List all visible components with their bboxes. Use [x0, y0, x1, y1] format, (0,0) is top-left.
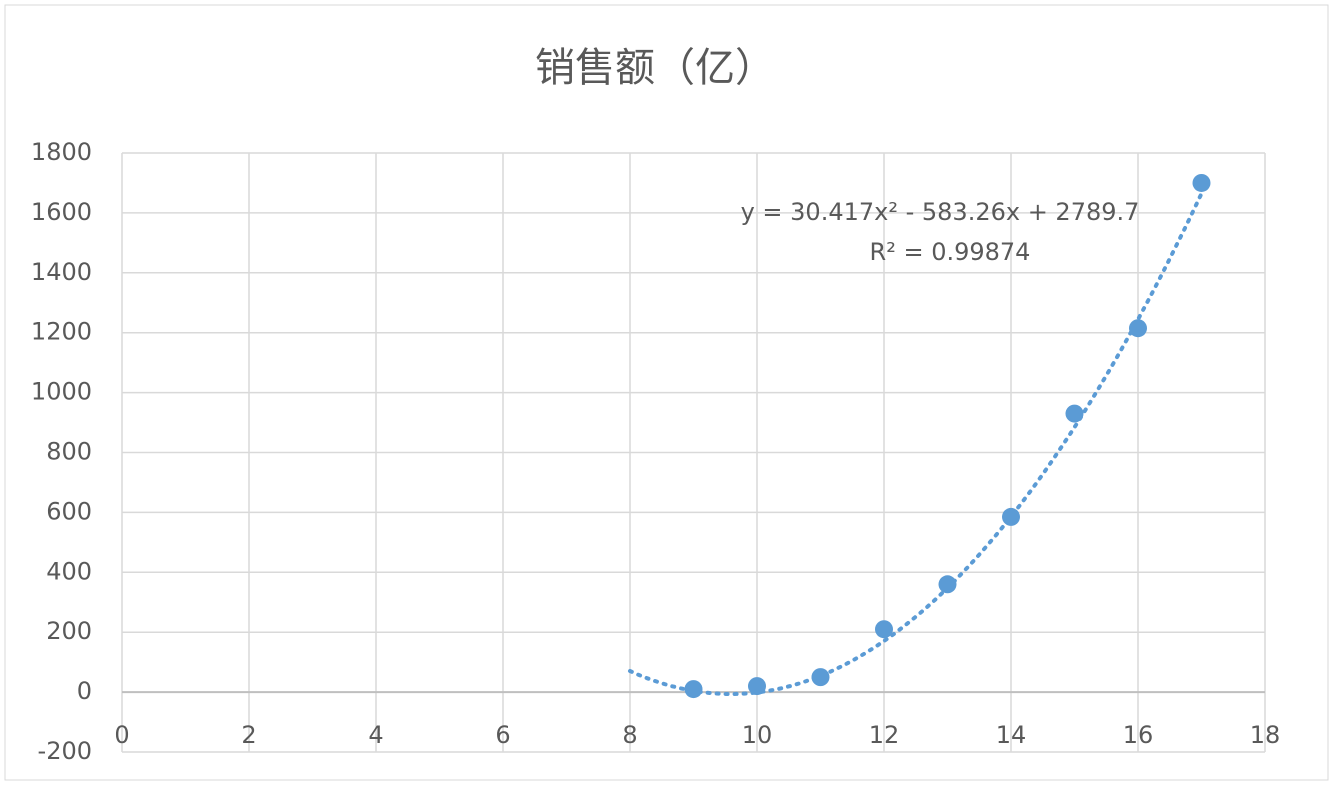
scatter-point — [1065, 404, 1084, 423]
scatter-point — [1002, 507, 1020, 526]
y-tick-label: 600 — [46, 497, 92, 525]
y-tick-label: 1600 — [31, 198, 92, 226]
x-tick-label: 16 — [1123, 721, 1154, 749]
scatter-point — [748, 677, 766, 696]
chart-title: 销售额（亿） — [535, 45, 775, 91]
trendline — [628, 191, 1204, 696]
x-tick-label: 2 — [241, 721, 256, 749]
x-tick-label: 0 — [114, 721, 129, 749]
y-tick-label: 1000 — [31, 378, 92, 406]
x-tick-label: 10 — [742, 721, 773, 749]
x-tick-label: 8 — [622, 721, 637, 749]
x-tick-label: 12 — [869, 721, 900, 749]
x-tick-label: 18 — [1250, 721, 1281, 749]
scatter-point — [875, 620, 893, 639]
x-tick-label: 6 — [495, 721, 510, 749]
y-tick-label: 200 — [46, 617, 92, 645]
scatter-point — [1192, 173, 1211, 192]
y-tick-label: 1400 — [31, 258, 92, 286]
scatter-point — [811, 668, 830, 687]
trendline-equation: y = 30.417x² - 583.26x + 2789.7 — [741, 198, 1140, 226]
scatter-point — [938, 575, 957, 594]
y-tick-label: 400 — [46, 557, 92, 585]
x-tick-label: 4 — [368, 721, 383, 749]
trendline-r-squared: R² = 0.99874 — [870, 238, 1031, 266]
y-tick-label: 1800 — [31, 138, 92, 166]
y-tick-label: 1200 — [31, 318, 92, 346]
x-tick-label: 14 — [996, 721, 1027, 749]
y-tick-label: 0 — [77, 677, 92, 705]
scatter-point — [1129, 319, 1147, 338]
scatter-point — [684, 680, 703, 699]
y-tick-label: 800 — [46, 438, 92, 466]
y-tick-label: -200 — [38, 737, 92, 765]
